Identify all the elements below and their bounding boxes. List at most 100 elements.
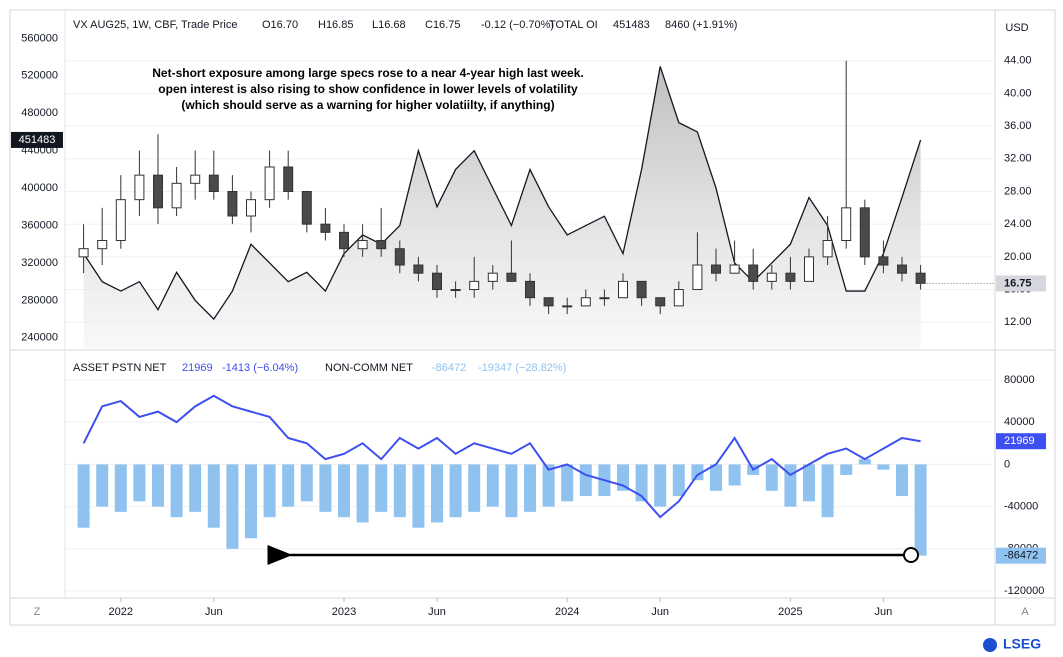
legend-noncomm-value: -86472 bbox=[432, 362, 466, 374]
ohlc-open: O16.70 bbox=[262, 19, 298, 31]
candle-body bbox=[469, 280, 480, 291]
bar bbox=[263, 464, 276, 518]
bar bbox=[170, 464, 183, 518]
bar bbox=[710, 464, 722, 491]
candle-body bbox=[766, 272, 777, 282]
y-tick-label: 320000 bbox=[21, 257, 58, 269]
arrow-origin bbox=[903, 547, 919, 563]
x-tick-label: Jun bbox=[205, 606, 223, 618]
candle-body bbox=[897, 264, 907, 274]
candle-body bbox=[841, 207, 852, 242]
candle-body bbox=[525, 280, 535, 299]
y-tick-label: 240000 bbox=[21, 332, 58, 344]
candle-body bbox=[636, 280, 647, 299]
bar bbox=[77, 464, 90, 528]
candle-body bbox=[339, 231, 349, 250]
button[interactable]: Z bbox=[34, 606, 41, 618]
bar bbox=[914, 464, 927, 556]
legend-noncomm: NON-COMM NET bbox=[325, 362, 413, 374]
x-tick-label: 2022 bbox=[109, 606, 133, 618]
candle-body bbox=[785, 272, 796, 282]
last-value-tag bbox=[11, 131, 63, 148]
candle-body bbox=[171, 182, 182, 209]
bar bbox=[375, 464, 388, 512]
ohlc-high: H16.85 bbox=[318, 19, 353, 31]
ohlc-close: C16.75 bbox=[425, 19, 460, 31]
y2-tick-label: 12.00 bbox=[1004, 316, 1032, 328]
bar bbox=[133, 464, 146, 502]
candle-body bbox=[804, 256, 814, 282]
bar bbox=[635, 464, 648, 502]
bar bbox=[245, 464, 257, 539]
bar bbox=[468, 464, 481, 512]
bar bbox=[152, 464, 164, 507]
x-tick-label: Jun bbox=[428, 606, 446, 618]
candle-body bbox=[134, 174, 145, 201]
candle-body bbox=[618, 280, 628, 299]
bar bbox=[300, 464, 313, 502]
bar bbox=[207, 464, 220, 528]
ohlc-low: L16.68 bbox=[372, 19, 406, 31]
y-tick-label: 480000 bbox=[21, 107, 58, 119]
candle-body bbox=[543, 297, 554, 307]
oi-value: 451483 bbox=[613, 19, 650, 31]
candle-body bbox=[264, 166, 275, 201]
bar bbox=[449, 464, 462, 518]
bar bbox=[803, 464, 815, 502]
y2-tick-label: 44.00 bbox=[1004, 55, 1032, 67]
bar bbox=[431, 464, 443, 523]
candle-body bbox=[878, 256, 889, 266]
bar bbox=[282, 464, 295, 507]
bar bbox=[542, 464, 555, 507]
y-tick-label: -120000 bbox=[1004, 585, 1044, 597]
candle-body bbox=[357, 240, 368, 250]
oi-change: 8460 (+1.91%) bbox=[665, 19, 737, 31]
annotation: (which should serve as a warning for hig… bbox=[181, 98, 554, 112]
button[interactable]: A bbox=[1021, 606, 1029, 618]
candle-body bbox=[748, 264, 759, 282]
y-tick-label: 40000 bbox=[1004, 416, 1035, 428]
bar bbox=[561, 464, 574, 502]
asset-line bbox=[82, 394, 921, 519]
bar bbox=[765, 464, 778, 491]
last-price-label: 16.75 bbox=[1004, 277, 1032, 289]
candle-body bbox=[711, 264, 721, 274]
x-tick-label: Jun bbox=[651, 606, 669, 618]
bar bbox=[840, 464, 853, 475]
candle-body bbox=[432, 272, 442, 291]
y-tick-label: 80000 bbox=[1004, 374, 1035, 386]
candle-body bbox=[283, 166, 294, 192]
y-tick-label: -40000 bbox=[1004, 501, 1038, 513]
bar bbox=[114, 464, 127, 512]
y-tick-label: 520000 bbox=[21, 70, 58, 82]
candle-body bbox=[692, 264, 703, 291]
bar bbox=[96, 464, 109, 507]
bar bbox=[691, 464, 704, 481]
candle-body bbox=[822, 240, 833, 258]
y-tick-label: 400000 bbox=[21, 182, 58, 194]
bar bbox=[319, 464, 332, 512]
candle-body bbox=[506, 272, 517, 282]
bar bbox=[877, 464, 890, 470]
bar bbox=[189, 464, 202, 512]
bar bbox=[896, 464, 908, 497]
candle-body bbox=[227, 190, 238, 217]
candle-body bbox=[729, 264, 740, 274]
candle-body bbox=[859, 207, 870, 258]
candle-body bbox=[413, 264, 424, 274]
y2-tick-label: 28.00 bbox=[1004, 185, 1032, 197]
bar bbox=[672, 464, 685, 497]
bar bbox=[858, 459, 871, 465]
candle-body bbox=[115, 199, 126, 242]
bar bbox=[412, 464, 425, 528]
bar bbox=[654, 464, 667, 507]
legend-asset-change: -1413 (−6.04%) bbox=[222, 362, 298, 374]
y2-tick-label: 20.00 bbox=[1004, 251, 1032, 263]
legend-noncomm-change: -19347 (−28.82%) bbox=[478, 362, 566, 374]
brand: LSEG bbox=[1003, 636, 1041, 652]
candle-body bbox=[673, 289, 684, 307]
candle-body bbox=[301, 190, 312, 225]
candle-body bbox=[450, 289, 461, 292]
y2-tick-label: 32.00 bbox=[1004, 153, 1032, 165]
